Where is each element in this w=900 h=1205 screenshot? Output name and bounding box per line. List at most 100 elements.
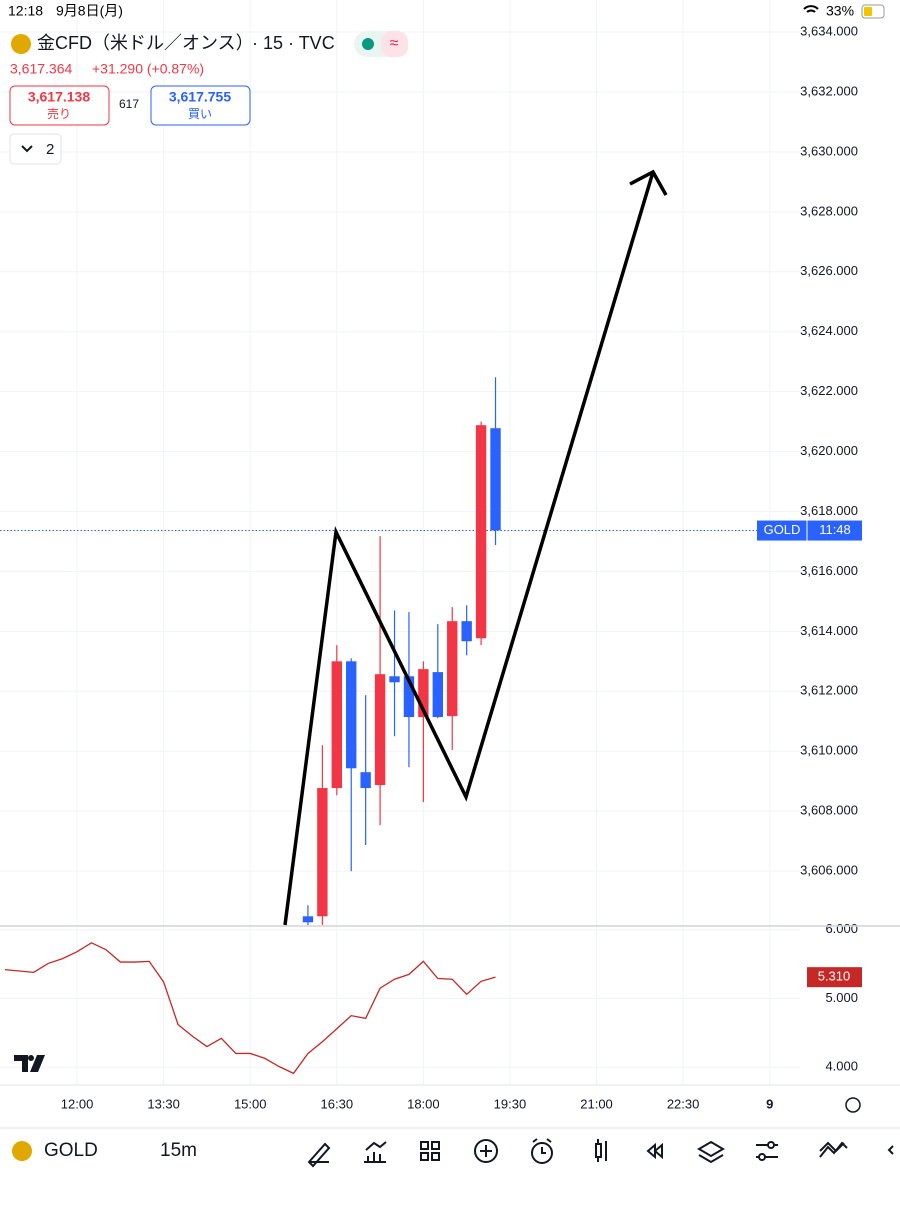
ideas-icon[interactable]	[819, 1141, 848, 1158]
x-tick-label: 22:30	[667, 1096, 700, 1111]
status-time: 12:18	[8, 3, 43, 19]
last-value-label: 5.310	[818, 969, 851, 984]
alert-icon[interactable]	[531, 1142, 553, 1164]
candle-body	[302, 916, 314, 923]
candle-body	[317, 788, 328, 917]
symbol-name[interactable]: 金CFD（米ドル／オンス）	[37, 33, 254, 53]
slider-knob	[767, 1141, 775, 1149]
symbol-icon	[11, 34, 31, 54]
alert-hands	[532, 1138, 552, 1154]
y-tick-label: 3,610.000	[800, 743, 858, 758]
buy-price[interactable]: 3,617.755	[169, 89, 231, 105]
buy-button[interactable]	[150, 85, 251, 126]
sell-label[interactable]: 売り	[47, 106, 71, 121]
wifi-icon	[803, 5, 819, 13]
y-tick-label: 3,616.000	[800, 563, 858, 578]
countdown: 11:48	[819, 522, 851, 537]
y-tick-label: 3,612.000	[800, 683, 858, 698]
tv-logo-dot	[28, 1055, 34, 1061]
market-open-dot	[362, 38, 374, 50]
candle-body	[374, 674, 386, 786]
x-tick-label: 18:00	[407, 1096, 440, 1111]
sell-price[interactable]: 3,617.138	[28, 89, 90, 105]
candle-body	[475, 425, 487, 639]
toolbar-interval[interactable]: 15m	[160, 1140, 197, 1161]
y-tick-label: 3,614.000	[800, 623, 858, 638]
replay-icon[interactable]	[646, 1142, 663, 1160]
y-tick-label: 3,630.000	[800, 143, 858, 158]
y-tick-label: 3,622.000	[800, 383, 858, 398]
spread: 617	[119, 97, 139, 111]
candle-body	[331, 661, 342, 789]
last-price-label: GOLD	[764, 522, 801, 537]
battery-level	[864, 7, 872, 16]
slider-knob	[758, 1153, 766, 1161]
grid	[0, 0, 800, 1085]
candle-icon[interactable]	[595, 1139, 602, 1162]
zigzag-line[interactable]	[283, 171, 655, 926]
x-tick-label: 21:00	[580, 1096, 613, 1111]
candle-body	[360, 772, 371, 789]
toolbar-symbol-icon	[12, 1141, 32, 1161]
chevron	[21, 145, 33, 153]
candle-body	[432, 672, 444, 718]
sell-button[interactable]	[9, 85, 110, 126]
y-tick-label: 3,608.000	[800, 803, 858, 818]
y-tick-label: 3,634.000	[800, 23, 858, 38]
indicator-line	[4, 942, 496, 1075]
y-tick-label: 3,624.000	[800, 323, 858, 338]
toolbar-icons	[307, 1138, 894, 1168]
collapse-count[interactable]: 2	[46, 141, 54, 158]
x-tick-label: 13:30	[147, 1096, 180, 1111]
candle-body	[461, 621, 472, 642]
collapse-button[interactable]	[9, 133, 62, 165]
candle-body	[403, 676, 415, 718]
axes: 3,606.000 3,608.000 3,610.000 3,612.000 3,61…	[61, 23, 862, 1111]
x-tick-label: 12:00	[61, 1096, 94, 1111]
last-price: 3,617.364	[10, 61, 72, 77]
layout-icon[interactable]	[420, 1141, 440, 1161]
y-tick-label: 3,620.000	[800, 443, 858, 458]
battery-icon	[861, 4, 885, 19]
drawing[interactable]	[283, 169, 668, 926]
x-tick-label: 15:00	[234, 1096, 267, 1111]
settings-icon[interactable]	[845, 1097, 861, 1113]
battery-text: 33%	[826, 3, 854, 19]
candle-body	[389, 676, 400, 683]
delay-icon: ≈	[390, 35, 399, 52]
candle-body	[490, 428, 501, 531]
layers-icon[interactable]	[697, 1140, 725, 1164]
arrow-head[interactable]	[629, 169, 668, 196]
candle-body	[447, 621, 458, 717]
y-tick-label: 3,606.000	[800, 863, 858, 878]
interval[interactable]: · 15 · TVC	[252, 33, 335, 53]
last-value-tag	[807, 967, 862, 988]
price-change: +31.290 (+0.87%)	[92, 61, 204, 77]
draw-icon[interactable]	[307, 1142, 331, 1168]
y-tick-label: 6.000	[825, 921, 858, 936]
y-tick-label: 3,632.000	[800, 83, 858, 98]
indicator-icon[interactable]	[364, 1141, 387, 1163]
candle-body	[346, 661, 357, 769]
x-tick-label: 19:30	[494, 1096, 527, 1111]
y-tick-label: 5.000	[825, 990, 858, 1005]
y-tick-label: 3,628.000	[800, 203, 858, 218]
buy-label[interactable]: 買い	[188, 107, 212, 121]
add-icon[interactable]	[474, 1139, 498, 1163]
candles	[302, 377, 501, 925]
status-date: 9月8日(月)	[56, 3, 123, 19]
indicator	[4, 942, 496, 1075]
toolbar-symbol[interactable]: GOLD	[44, 1140, 98, 1161]
more-icon[interactable]	[887, 1145, 894, 1155]
y-tick-label: 3,618.000	[800, 503, 858, 518]
y-tick-label: 3,626.000	[800, 263, 858, 278]
y-tick-label: 4.000	[825, 1059, 858, 1074]
x-tick-label: 16:30	[321, 1096, 354, 1111]
delay-badge[interactable]	[381, 31, 408, 57]
add-plus	[480, 1145, 492, 1157]
x-tick-label: 9	[766, 1096, 773, 1111]
candle-body	[418, 669, 429, 718]
last-price-tag	[757, 520, 862, 541]
